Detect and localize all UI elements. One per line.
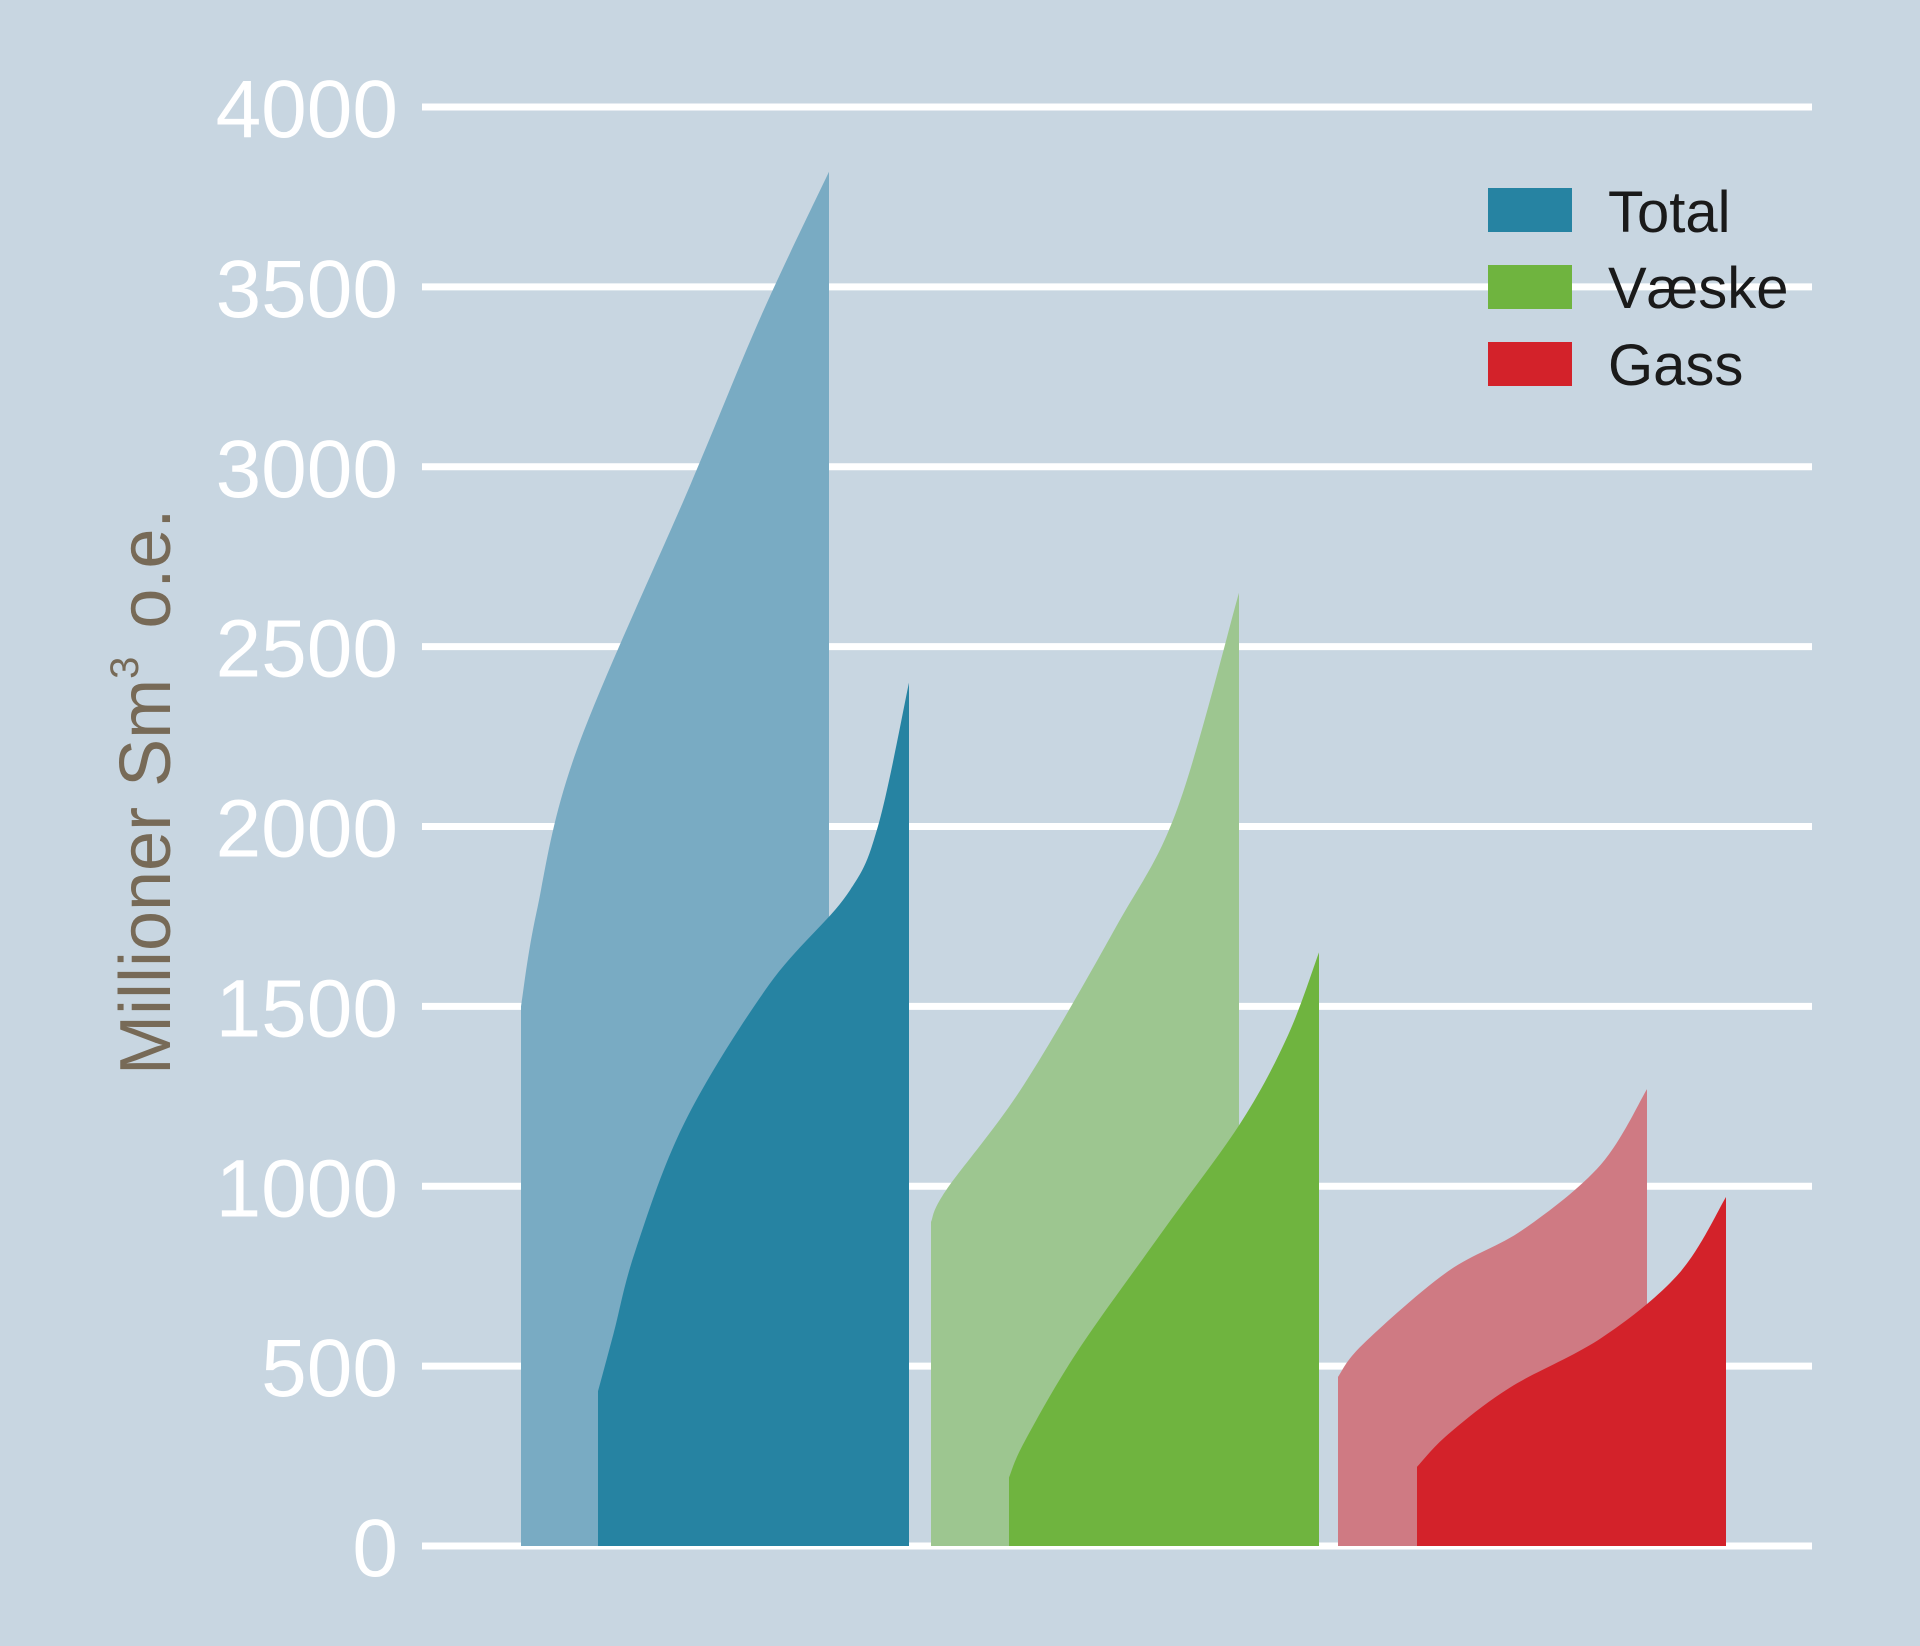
area-vaeske-dark	[1009, 952, 1319, 1546]
area-gass-dark	[1417, 1197, 1726, 1546]
legend-label-total: Total	[1608, 180, 1731, 245]
legend-box-gass	[1488, 342, 1572, 386]
legend-label-vaeske: Væske	[1608, 256, 1789, 321]
legend-label-gass: Gass	[1608, 333, 1743, 398]
y-tick-label-2000: 2000	[216, 784, 398, 875]
y-axis-label-main: Millioner Sm	[106, 679, 186, 1075]
y-axis-label-suffix: o.e.	[106, 509, 186, 629]
area-total-dark	[598, 682, 909, 1546]
y-tick-label-3000: 3000	[216, 424, 398, 515]
y-tick-labels: 0 500 1000 1500 2000 2500 3000 3500 4000	[216, 64, 398, 1594]
y-tick-label-1500: 1500	[216, 963, 398, 1054]
y-tick-label-2500: 2500	[216, 604, 398, 695]
y-tick-label-500: 500	[261, 1323, 398, 1414]
area-series	[521, 171, 1726, 1546]
y-axis-label: Millioner Sm3 o.e.	[103, 509, 186, 1075]
y-axis-label-superscript: 3	[103, 657, 147, 679]
y-tick-label-4000: 4000	[216, 64, 398, 155]
legend: Total Væske Gass	[1488, 180, 1789, 398]
legend-box-total	[1488, 188, 1572, 232]
y-tick-label-1000: 1000	[216, 1143, 398, 1234]
y-tick-label-0: 0	[352, 1503, 398, 1594]
legend-box-vaeske	[1488, 265, 1572, 309]
y-tick-label-3500: 3500	[216, 244, 398, 335]
